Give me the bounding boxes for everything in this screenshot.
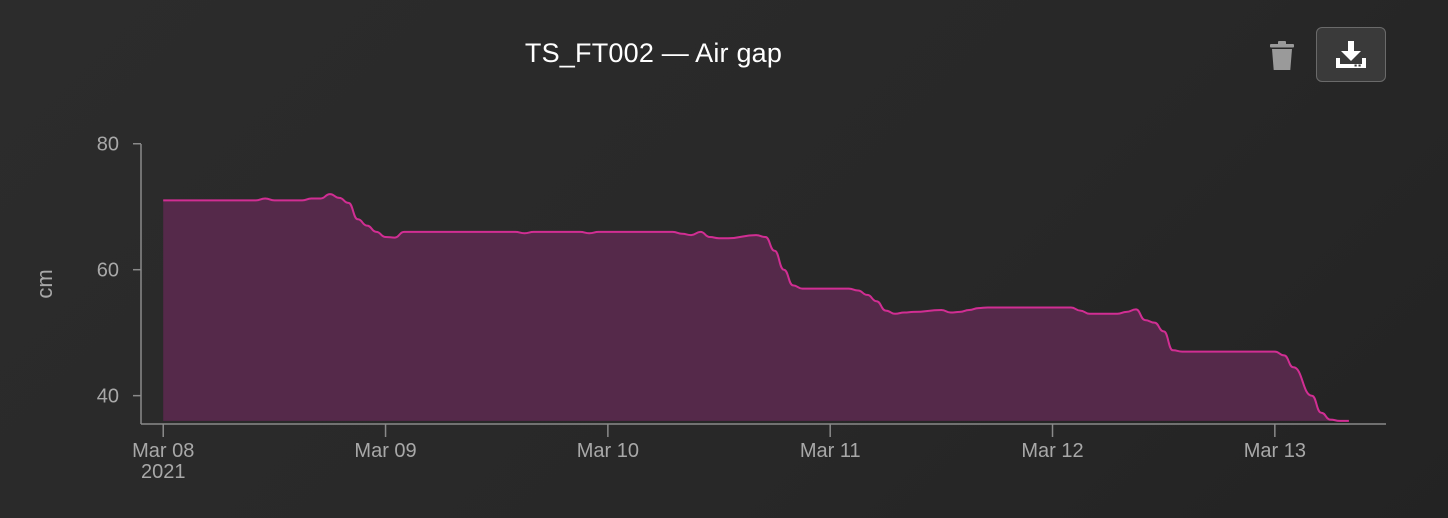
x-tick-label: Mar 11	[800, 440, 861, 462]
area-fill	[163, 194, 1349, 421]
delete-button[interactable]	[1262, 36, 1302, 76]
y-tick-label: 40	[97, 386, 119, 408]
x-tick-label: Mar 09	[354, 440, 416, 462]
x-tick-label: Mar 13	[1244, 440, 1306, 462]
x-tick-label: Mar 12	[1021, 440, 1083, 462]
download-button[interactable]	[1316, 27, 1386, 82]
x-tick-label: Mar 08	[132, 440, 194, 462]
series-line	[163, 193, 1349, 422]
x-tick-year-label: 2021	[141, 461, 186, 483]
y-tick-label: 80	[97, 134, 119, 156]
y-axis-title: cm	[32, 269, 57, 298]
trash-icon	[1270, 41, 1294, 70]
chart-title: TS_FT002 — Air gap	[524, 38, 783, 68]
download-icon	[1336, 40, 1366, 68]
x-tick-label: Mar 10	[577, 440, 639, 462]
y-tick-label: 60	[97, 260, 119, 282]
